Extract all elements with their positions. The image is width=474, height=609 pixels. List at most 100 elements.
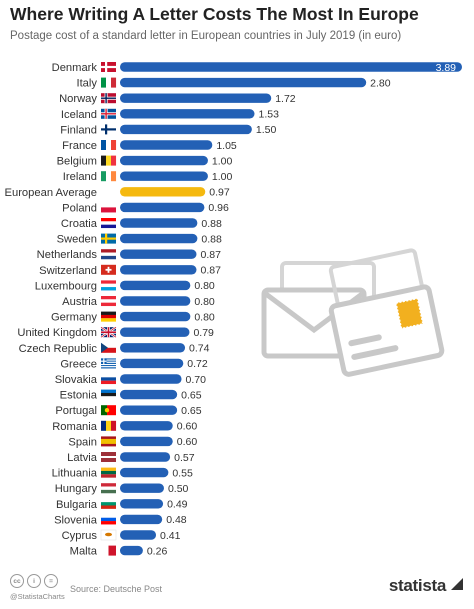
category-label: Austria bbox=[62, 296, 98, 308]
flag-icon bbox=[101, 233, 116, 244]
flag-icon bbox=[101, 140, 117, 150]
value-label: 0.79 bbox=[193, 327, 214, 339]
flag-icon bbox=[101, 498, 116, 509]
value-label: 0.80 bbox=[194, 296, 215, 308]
value-label: 0.60 bbox=[177, 421, 198, 433]
bar bbox=[120, 452, 171, 462]
bar bbox=[120, 343, 186, 353]
value-label: 1.50 bbox=[256, 124, 277, 136]
category-label: Portugal bbox=[55, 405, 97, 417]
category-label: Hungary bbox=[55, 483, 98, 495]
brand-logo: statista bbox=[388, 576, 446, 595]
value-label: 0.26 bbox=[147, 545, 168, 557]
stamp-icon bbox=[395, 297, 424, 330]
bar bbox=[120, 421, 173, 431]
bar bbox=[120, 358, 184, 369]
bar-row: Czech Republic 0.74 bbox=[19, 343, 210, 355]
bar bbox=[120, 530, 157, 540]
bar-row: European Average 0.97 bbox=[5, 187, 230, 199]
bar-highlight bbox=[120, 187, 206, 197]
value-label: 1.00 bbox=[212, 155, 233, 167]
bar bbox=[120, 296, 191, 306]
category-label: Slovakia bbox=[55, 374, 98, 386]
category-label: Slovenia bbox=[54, 514, 98, 526]
category-label: Cyprus bbox=[62, 530, 98, 542]
category-label: Finland bbox=[60, 124, 97, 136]
bar bbox=[120, 405, 178, 415]
value-label: 0.88 bbox=[201, 233, 222, 245]
value-label: 1.72 bbox=[275, 93, 296, 105]
bar-row: Slovakia 0.70 bbox=[55, 374, 206, 386]
social-handle: @StatistaCharts bbox=[10, 592, 65, 601]
category-label: Spain bbox=[68, 436, 97, 448]
bar bbox=[120, 109, 255, 119]
bar-row: Belgium 1.00 bbox=[57, 155, 233, 167]
bar bbox=[120, 93, 272, 103]
bar bbox=[120, 249, 197, 259]
flag-icon bbox=[100, 326, 117, 339]
bar bbox=[120, 389, 178, 400]
value-label: 0.97 bbox=[209, 187, 230, 199]
bar-row: Greece 0.72 bbox=[60, 358, 208, 370]
value-label: 0.80 bbox=[194, 280, 215, 292]
value-label: 3.89 bbox=[436, 62, 457, 74]
value-label: 0.96 bbox=[208, 202, 229, 214]
flag-icon bbox=[101, 514, 116, 525]
category-label: Malta bbox=[70, 546, 98, 558]
bar-row: Portugal 0.65 bbox=[55, 405, 201, 417]
bar-row: Romania 0.60 bbox=[52, 421, 197, 433]
flag-icon bbox=[101, 77, 117, 88]
card-icon bbox=[328, 248, 445, 377]
category-label: Estonia bbox=[60, 390, 98, 402]
bar-row: Latvia 0.57 bbox=[67, 452, 195, 464]
bar-row: Spain 0.60 bbox=[68, 436, 197, 448]
flag-icon bbox=[101, 342, 116, 353]
bar bbox=[120, 327, 190, 337]
bar-row: Norway 1.72 bbox=[59, 93, 296, 105]
bar-row: Lithuania 0.55 bbox=[52, 467, 193, 479]
value-label: 0.49 bbox=[167, 499, 188, 511]
bar bbox=[120, 545, 143, 556]
flag-icon bbox=[101, 311, 116, 322]
bar bbox=[120, 467, 169, 478]
bar-row: Germany 0.80 bbox=[51, 311, 215, 323]
bar-row: Netherlands 0.87 bbox=[37, 249, 221, 261]
bar bbox=[120, 280, 191, 291]
bar bbox=[120, 436, 173, 447]
bar bbox=[120, 499, 164, 509]
bar-row: Hungary 0.50 bbox=[55, 483, 189, 495]
value-label: 0.57 bbox=[174, 452, 195, 464]
bar bbox=[120, 202, 205, 213]
flag-icon bbox=[101, 545, 116, 556]
flag-icon bbox=[101, 124, 116, 135]
category-label: Switzerland bbox=[39, 265, 97, 277]
bar-row: France 1.05 bbox=[62, 140, 237, 152]
category-label: Iceland bbox=[61, 109, 97, 121]
bar-row: Finland 1.50 bbox=[60, 124, 276, 136]
value-label: 1.05 bbox=[216, 140, 237, 152]
category-label: Netherlands bbox=[37, 249, 98, 261]
attribution-icon: i bbox=[27, 574, 41, 588]
value-label: 0.55 bbox=[172, 467, 193, 479]
bar-row: Iceland 1.53 bbox=[61, 109, 279, 121]
flag-icon bbox=[101, 296, 116, 307]
category-label: Greece bbox=[60, 358, 97, 370]
value-label: 0.87 bbox=[200, 265, 221, 277]
bar bbox=[120, 311, 191, 322]
bar-row: Bulgaria 0.49 bbox=[56, 499, 188, 511]
flag-icon bbox=[101, 249, 116, 260]
bar bbox=[120, 374, 182, 384]
category-label: European Average bbox=[5, 187, 97, 199]
value-label: 0.72 bbox=[187, 358, 208, 370]
value-label: 0.65 bbox=[181, 405, 202, 417]
flag-icon bbox=[101, 467, 116, 478]
category-label: Bulgaria bbox=[56, 499, 98, 511]
bar bbox=[120, 265, 197, 275]
category-label: Poland bbox=[62, 202, 97, 214]
value-label: 2.80 bbox=[370, 77, 391, 89]
bar-row: Poland 0.96 bbox=[62, 202, 229, 214]
bar bbox=[120, 77, 367, 88]
bar-row: Sweden 0.88 bbox=[57, 233, 222, 245]
bar-row: Luxembourg 0.80 bbox=[35, 280, 215, 292]
bar-row: United Kingdom 0.79 bbox=[17, 326, 214, 339]
